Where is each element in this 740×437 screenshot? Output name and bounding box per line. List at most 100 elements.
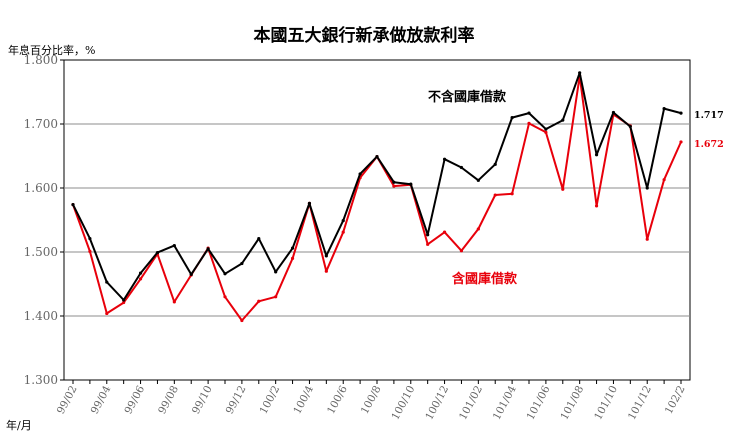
data-point xyxy=(679,140,683,144)
data-point xyxy=(561,187,565,191)
y-axis-ticks: 1.300 1.400 1.500 1.600 1.700 1.800 xyxy=(24,53,64,387)
x-axis-unit-label: 年/月 xyxy=(6,418,32,432)
y-tick-label: 1.300 xyxy=(24,373,58,387)
data-point xyxy=(628,124,632,129)
x-tick-label: 99/02 xyxy=(55,384,80,416)
x-tick-label: 100/4 xyxy=(291,383,316,416)
x-tick-label: 101/12 xyxy=(626,384,654,422)
data-point xyxy=(240,261,244,266)
data-point xyxy=(274,270,278,274)
data-point xyxy=(122,300,126,305)
x-tick-label: 99/06 xyxy=(122,383,147,416)
x-tick-label: 102/2 xyxy=(663,384,688,416)
data-point xyxy=(442,157,447,161)
data-point xyxy=(307,201,312,205)
data-point xyxy=(611,110,616,115)
data-point xyxy=(459,249,464,253)
series-line-1 xyxy=(72,75,682,322)
data-point xyxy=(274,295,278,299)
data-point xyxy=(206,247,210,251)
data-point xyxy=(409,182,413,186)
data-point xyxy=(544,130,548,134)
data-point xyxy=(527,111,531,115)
data-point xyxy=(88,249,92,253)
data-point xyxy=(122,298,126,302)
data-point xyxy=(341,219,345,223)
end-label-incl-treasury: 1.672 xyxy=(694,139,724,150)
data-point xyxy=(527,121,531,125)
data-point xyxy=(138,277,143,281)
data-point xyxy=(105,311,109,316)
x-tick-label: 101/02 xyxy=(457,384,485,422)
series-label-excl-treasury: 不含國庫借款 xyxy=(428,89,507,105)
data-point xyxy=(459,165,464,170)
x-tick-label: 100/12 xyxy=(423,384,451,422)
x-tick-label: 100/6 xyxy=(325,383,350,416)
data-point xyxy=(290,246,295,250)
y-tick-label: 1.500 xyxy=(24,245,58,259)
chart-title: 本國五大銀行新承做放款利率 xyxy=(254,25,475,46)
data-point xyxy=(510,192,514,196)
data-point xyxy=(493,162,497,166)
data-point xyxy=(426,242,430,246)
data-point xyxy=(578,71,582,75)
series-lines xyxy=(71,71,683,323)
x-tick-label: 99/04 xyxy=(89,383,114,416)
data-point xyxy=(138,271,143,275)
data-point xyxy=(662,178,666,182)
data-point xyxy=(392,184,396,188)
data-point xyxy=(290,256,295,260)
series-line-0 xyxy=(72,71,682,301)
data-point xyxy=(155,251,160,255)
data-point xyxy=(594,153,599,157)
y-tick-label: 1.600 xyxy=(24,181,58,195)
y-axis-unit-label: 年息百分比率，% xyxy=(8,43,95,57)
data-point xyxy=(257,236,261,241)
data-point xyxy=(645,186,649,190)
data-point xyxy=(172,244,176,248)
data-point xyxy=(510,116,514,120)
data-point xyxy=(189,272,193,276)
y-tick-label: 1.400 xyxy=(24,309,58,323)
data-point xyxy=(476,227,480,231)
data-point xyxy=(223,295,227,299)
data-point xyxy=(594,204,599,208)
y-tick-label: 1.800 xyxy=(24,53,58,67)
data-point xyxy=(561,118,565,122)
x-axis-ticks: 99/02 99/04 99/06 99/08 99/10 99/12 100/2 100/4… xyxy=(55,380,688,422)
series-label-incl-treasury: 含國庫借款 xyxy=(451,271,518,287)
x-tick-label: 100/2 xyxy=(258,384,283,416)
data-point xyxy=(223,272,227,276)
data-point xyxy=(375,155,379,159)
x-tick-label: 101/08 xyxy=(558,384,586,422)
data-point xyxy=(493,193,497,197)
data-point xyxy=(88,236,92,241)
x-tick-label: 99/10 xyxy=(190,384,215,416)
x-tick-label: 101/06 xyxy=(525,384,553,423)
end-label-excl-treasury: 1.717 xyxy=(694,110,724,121)
x-tick-label: 99/08 xyxy=(156,384,181,416)
data-point xyxy=(105,280,109,284)
data-point xyxy=(257,299,261,303)
data-point xyxy=(392,180,396,184)
data-point xyxy=(662,107,666,111)
data-point xyxy=(645,237,649,241)
data-point xyxy=(71,203,75,207)
data-point xyxy=(358,172,362,176)
plot-area xyxy=(63,59,691,381)
data-point xyxy=(442,230,447,234)
x-tick-label: 101/10 xyxy=(592,384,620,422)
x-tick-label: 99/12 xyxy=(224,384,249,416)
data-point xyxy=(324,254,328,258)
data-point xyxy=(172,300,176,304)
data-point xyxy=(426,233,430,237)
y-tick-label: 1.700 xyxy=(24,117,58,131)
x-tick-label: 101/04 xyxy=(491,384,519,423)
data-point xyxy=(341,230,345,234)
data-point xyxy=(476,178,480,182)
data-point xyxy=(679,111,683,115)
data-point xyxy=(544,127,548,131)
x-tick-label: 100/10 xyxy=(389,384,417,422)
data-point xyxy=(324,269,328,273)
